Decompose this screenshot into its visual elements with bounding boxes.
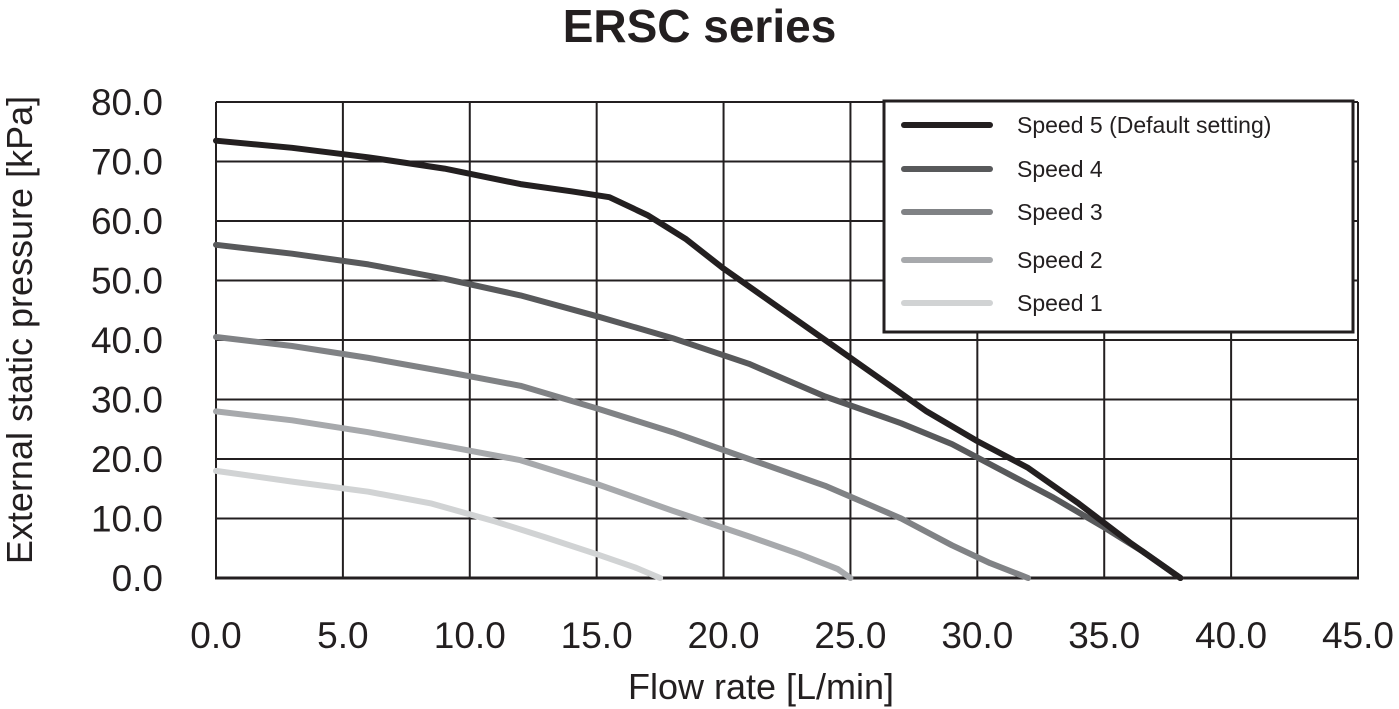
y-tick-label: 30.0 xyxy=(91,380,163,421)
legend-label: Speed 5 (Default setting) xyxy=(1017,112,1271,138)
y-tick-label: 50.0 xyxy=(91,261,163,302)
x-tick-label: 5.0 xyxy=(317,615,368,656)
series-line-speed-5-default-setting xyxy=(213,137,1184,581)
x-tick-label: 45.0 xyxy=(1322,615,1394,656)
x-tick-label: 35.0 xyxy=(1068,615,1140,656)
legend-label: Speed 2 xyxy=(1017,247,1103,273)
y-tick-label: 40.0 xyxy=(91,320,163,361)
series-line-speed-3 xyxy=(213,334,1032,581)
y-tick-label: 70.0 xyxy=(91,142,163,183)
series-line-speed-2 xyxy=(213,408,854,581)
x-tick-label: 40.0 xyxy=(1195,615,1267,656)
y-tick-label: 10.0 xyxy=(91,499,163,540)
x-tick-label: 10.0 xyxy=(434,615,506,656)
x-axis-ticks: 0.0 5.0 10.0 15.0 20.0 25.0 30.0 35.0 40.0 45.0 xyxy=(190,615,1394,656)
legend-label: Speed 3 xyxy=(1017,199,1103,225)
x-tick-label: 15.0 xyxy=(561,615,633,656)
y-tick-label: 0.0 xyxy=(112,558,163,599)
legend: Speed 5 (Default setting) Speed 4 Speed 3 S… xyxy=(882,99,1355,334)
x-tick-label: 20.0 xyxy=(688,615,760,656)
series-line-speed-4 xyxy=(213,241,1184,581)
y-tick-label: 60.0 xyxy=(91,201,163,242)
y-tick-label: 80.0 xyxy=(91,82,163,123)
x-tick-label: 0.0 xyxy=(190,615,241,656)
series-line-speed-1 xyxy=(213,467,664,581)
x-tick-label: 25.0 xyxy=(814,615,886,656)
x-tick-label: 30.0 xyxy=(941,615,1013,656)
chart-title: ERSC series xyxy=(562,0,837,52)
legend-label: Speed 4 xyxy=(1017,156,1103,182)
series-lines xyxy=(213,137,1184,581)
legend-label: Speed 1 xyxy=(1017,290,1103,316)
y-tick-label: 20.0 xyxy=(91,439,163,480)
y-axis-label: External static pressure [kPa] xyxy=(0,96,40,564)
y-axis-ticks: 0.0 10.0 20.0 30.0 40.0 50.0 60.0 70.0 80.0 xyxy=(91,82,163,599)
legend-box xyxy=(882,99,1355,334)
x-axis-label: Flow rate [L/min] xyxy=(628,666,894,707)
